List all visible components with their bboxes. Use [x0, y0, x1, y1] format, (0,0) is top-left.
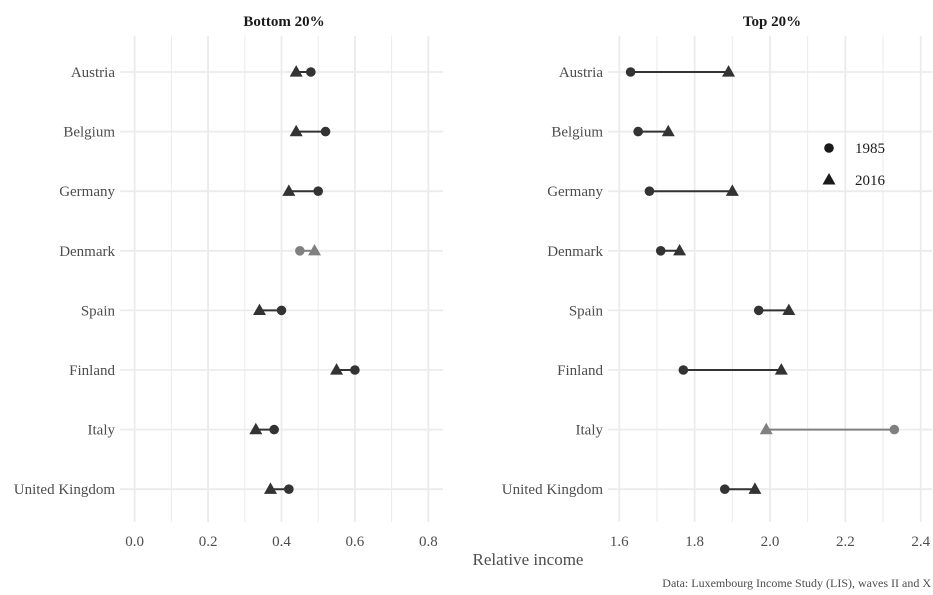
category-label: Germany [547, 184, 603, 200]
point-1985 [320, 126, 331, 137]
point-1985 [313, 186, 324, 196]
point-2016 [673, 243, 687, 256]
category-label: United Kingdom [14, 482, 116, 498]
x-tick-label: 2.4 [911, 534, 930, 550]
x-axis-title: Relative income [473, 550, 584, 569]
category-label: Denmark [59, 244, 115, 260]
category-label: Spain [569, 303, 604, 319]
point-2016 [748, 482, 762, 494]
legend-label: 2016 [855, 173, 886, 189]
category-label: Finland [557, 363, 603, 379]
point-2016 [282, 184, 296, 196]
legend-key-2016 [822, 173, 836, 185]
point-2016 [263, 482, 277, 494]
category-label: Finland [69, 363, 115, 379]
point-1985 [284, 484, 294, 495]
category-label: Belgium [63, 125, 115, 141]
point-1985 [306, 67, 316, 77]
point-2016 [725, 184, 739, 196]
panel-title: Top 20% [743, 14, 801, 30]
x-tick-label: 1.8 [685, 534, 704, 550]
x-tick-label: 2.0 [761, 534, 780, 550]
category-label: Austria [71, 65, 116, 81]
point-2016 [289, 65, 303, 77]
category-label: Italy [88, 423, 116, 439]
point-1985 [678, 365, 689, 375]
point-1985 [350, 365, 360, 375]
point-2016 [289, 124, 303, 137]
point-1985 [295, 246, 305, 256]
point-1985 [269, 424, 279, 435]
x-tick-label: 0.0 [125, 534, 144, 550]
category-label: Spain [81, 303, 116, 319]
point-1985 [633, 126, 643, 137]
legend: 1985 2016 [822, 141, 886, 189]
x-tick-label: 0.6 [346, 534, 365, 550]
point-1985 [753, 305, 764, 316]
legend-key-1985 [824, 143, 834, 153]
point-1985 [889, 424, 900, 435]
point-1985 [644, 186, 655, 196]
x-tick-label: 1.6 [610, 534, 629, 550]
point-1985 [655, 246, 666, 256]
point-2016 [661, 124, 675, 137]
point-1985 [625, 67, 636, 77]
point-2016 [782, 303, 796, 316]
category-label: Belgium [551, 125, 603, 141]
point-1985 [719, 484, 730, 495]
x-tick-label: 0.4 [272, 534, 291, 550]
point-2016 [252, 303, 266, 316]
x-tick-label: 0.8 [419, 534, 438, 550]
category-label: Italy [576, 423, 604, 439]
point-2016 [308, 243, 322, 256]
caption: Data: Luxembourg Income Study (LIS), wav… [662, 576, 931, 590]
point-2016 [774, 363, 788, 375]
point-2016 [759, 422, 773, 435]
point-2016 [722, 65, 736, 77]
category-label: Germany [59, 184, 115, 200]
x-tick-label: 0.2 [199, 534, 218, 550]
point-1985 [276, 305, 287, 316]
category-label: Austria [559, 65, 604, 81]
point-2016 [249, 422, 263, 435]
x-tick-label: 2.2 [836, 534, 855, 550]
category-label: Denmark [547, 244, 603, 260]
point-2016 [330, 363, 344, 375]
category-label: United Kingdom [502, 482, 604, 498]
panel-title: Bottom 20% [243, 14, 324, 30]
legend-label: 1985 [855, 141, 885, 157]
